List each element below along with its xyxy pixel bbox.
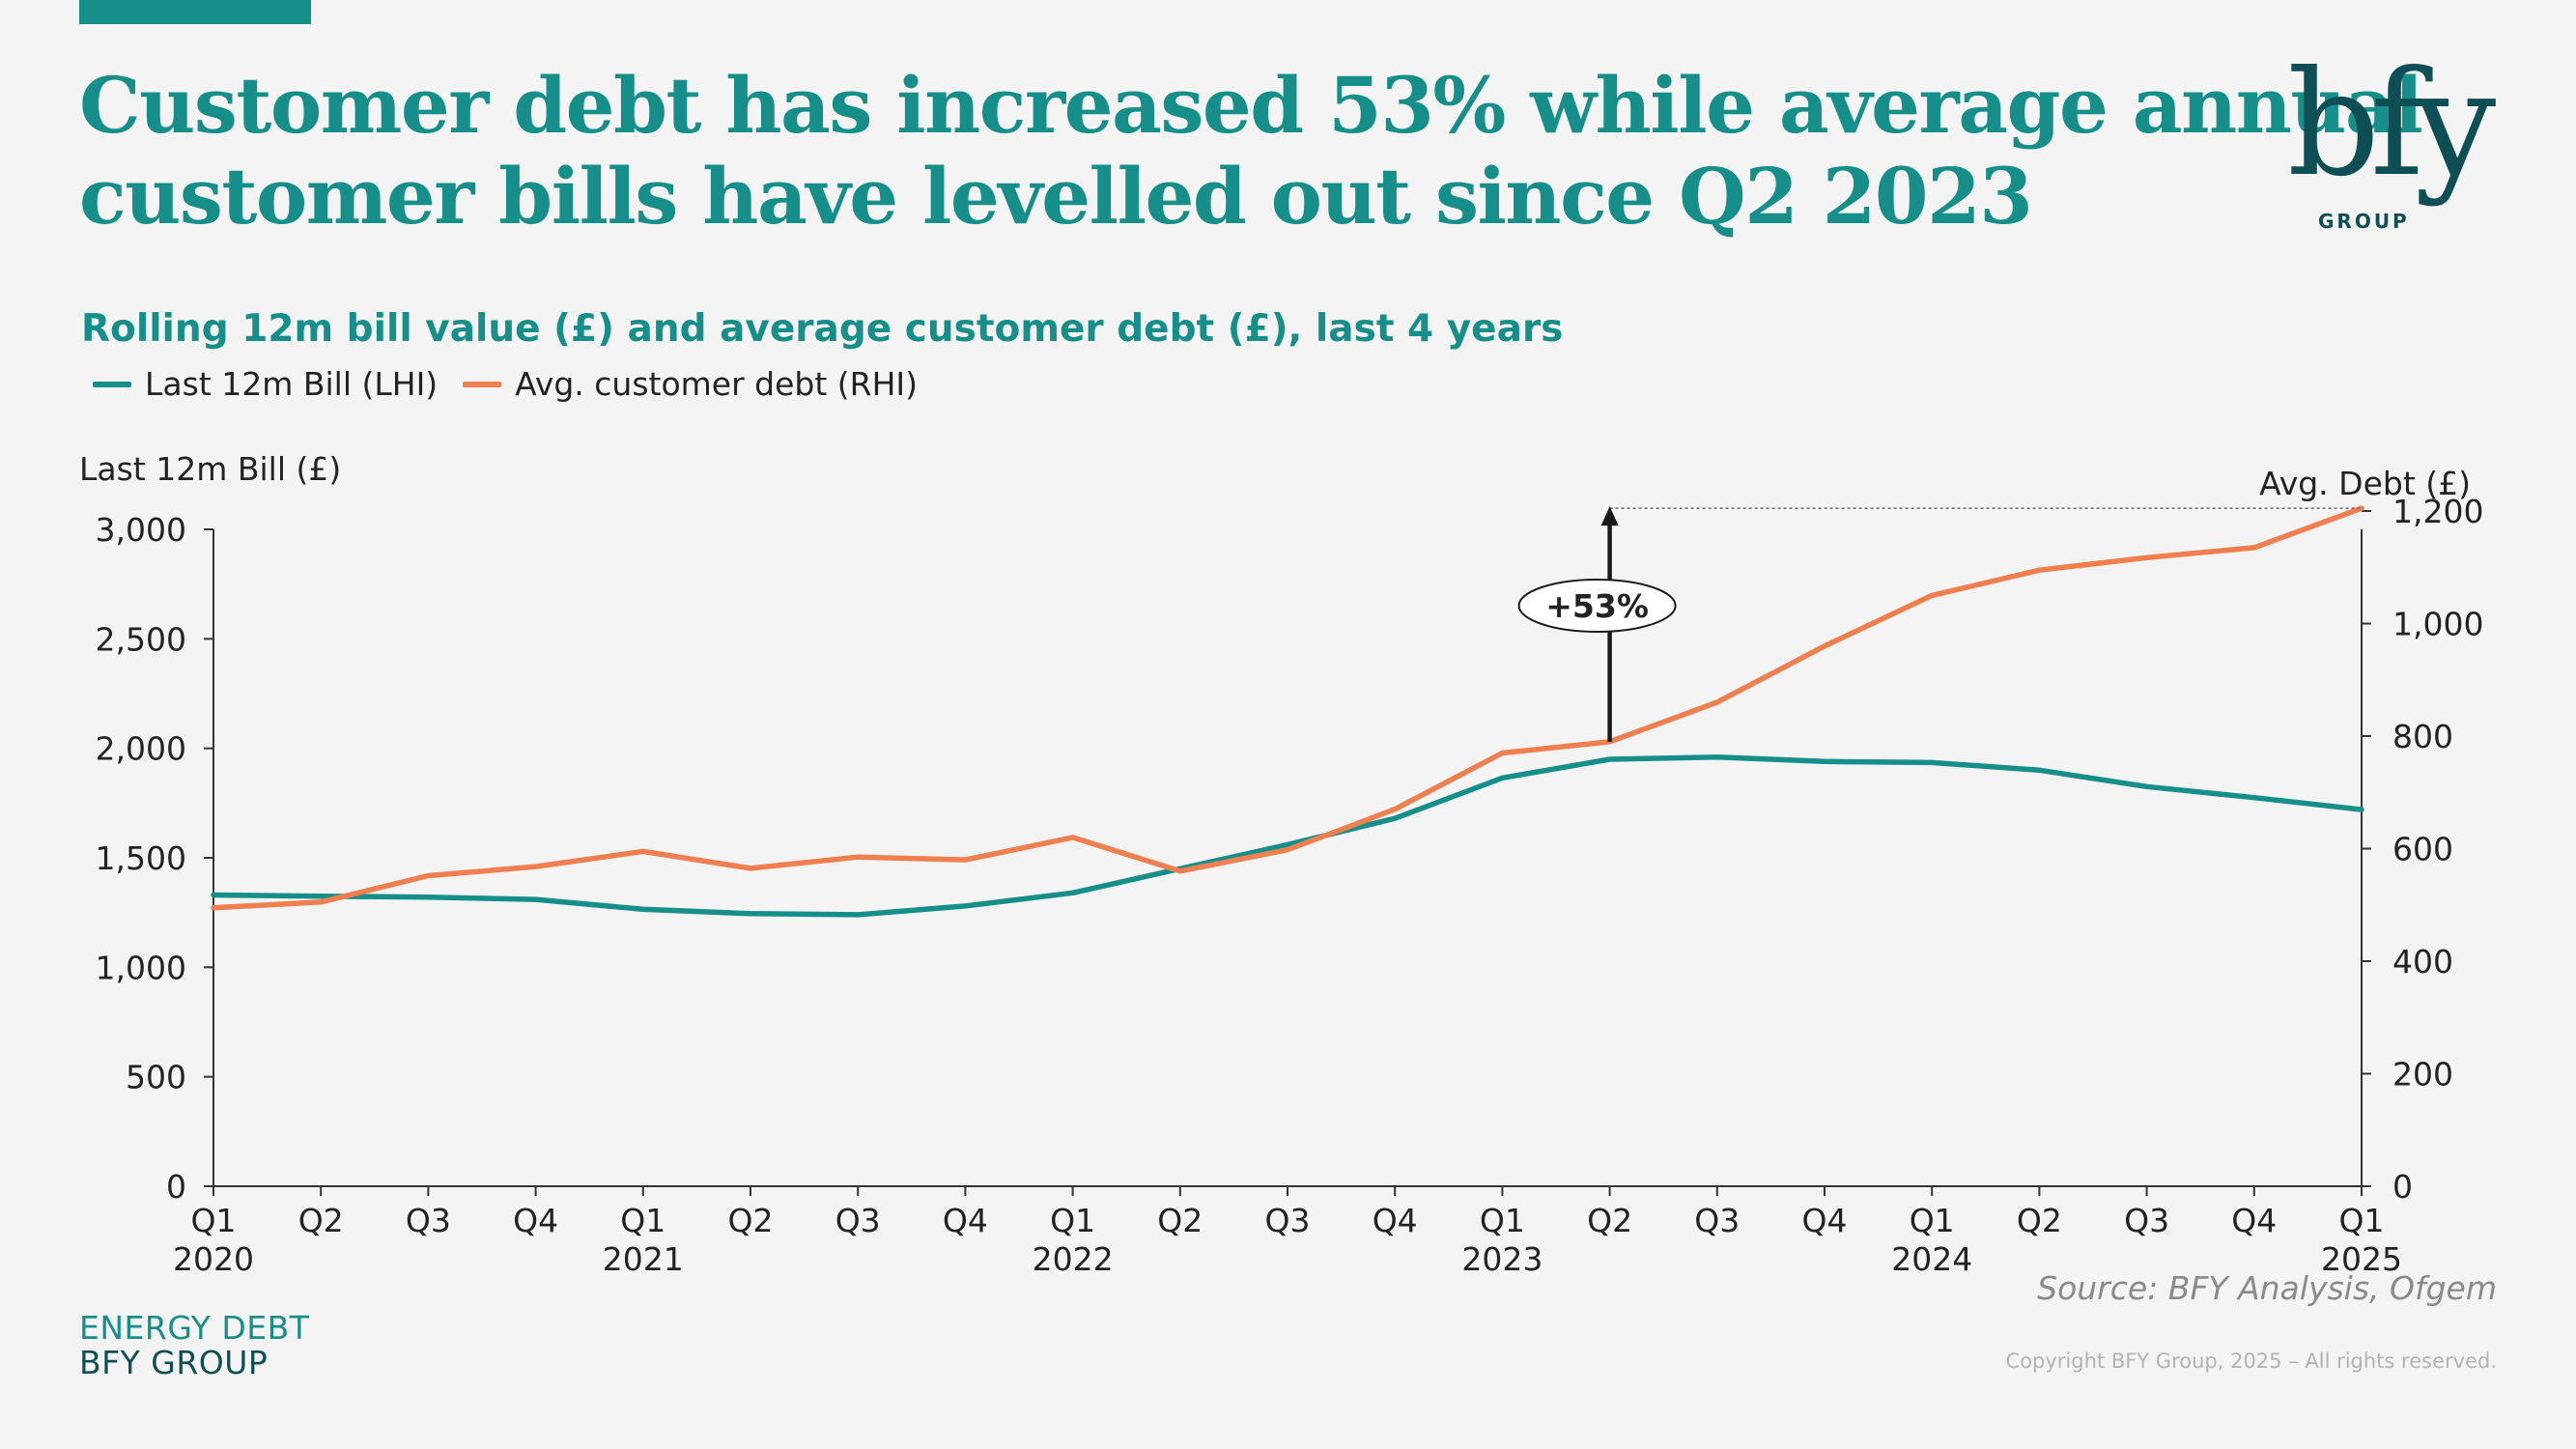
chart-legend: Last 12m Bill (LHI) Avg. customer debt (… <box>93 365 943 403</box>
x-axis-quarter-label: Q4 <box>513 1202 558 1239</box>
left-axis-title: Last 12m Bill (£) <box>79 450 341 488</box>
left-axis-tick-label: 2,500 <box>96 620 186 658</box>
x-axis-year-label: 2021 <box>603 1240 684 1278</box>
right-axis-tick-label: 1,200 <box>2392 493 2483 530</box>
x-axis-quarter-label: Q3 <box>835 1202 881 1239</box>
legend-label-debt: Avg. customer debt (RHI) <box>515 365 919 403</box>
x-axis-quarter-label: Q1 <box>2339 1202 2385 1239</box>
annotation-bubble <box>1517 578 1677 633</box>
x-axis-quarter-label: Q1 <box>1480 1202 1525 1239</box>
right-axis-tick-label: 600 <box>2392 831 2453 868</box>
x-axis-year-label: 2020 <box>173 1240 254 1278</box>
page-title-line-2: customer bills have levelled out since Q… <box>79 151 2033 242</box>
x-axis-quarter-label: Q2 <box>1157 1202 1203 1239</box>
legend-item-bill: Last 12m Bill (LHI) <box>93 365 438 403</box>
chart-annotation: +53% <box>1517 506 2362 742</box>
series-line-bill <box>211 753 2364 918</box>
x-axis-year-label: 2024 <box>1891 1240 1972 1278</box>
x-axis-quarter-label: Q4 <box>1373 1202 1418 1239</box>
footer-energy-debt: ENERGY DEBT <box>79 1309 310 1347</box>
chart-axes: 0 500 1,000 1,500 2,000 2,500 3,000 0 200 400 600 8… <box>96 493 2484 1278</box>
logo-mark: bfy <box>2289 58 2497 209</box>
right-axis-tick-label: 1,000 <box>2392 606 2483 643</box>
x-axis-quarter-label: Q4 <box>2231 1202 2277 1239</box>
page-title-line-1: Customer debt has increased 53% while av… <box>79 60 2423 151</box>
copyright-note: Copyright BFY Group, 2025 – All rights r… <box>2005 1350 2497 1373</box>
x-axis-quarter-label: Q3 <box>406 1202 451 1239</box>
left-axis-tick-label: 1,500 <box>96 839 186 877</box>
x-axis-quarter-label: Q3 <box>1694 1202 1740 1239</box>
legend-label-bill: Last 12m Bill (LHI) <box>145 365 439 403</box>
x-axis-quarter-label: Q1 <box>1910 1202 1955 1239</box>
x-axis-quarter-label: Q2 <box>298 1202 344 1239</box>
right-axis-tick-label: 400 <box>2392 943 2453 980</box>
chart-lines <box>211 505 2364 918</box>
left-axis-tick-label: 0 <box>166 1168 186 1206</box>
left-axis-tick-label: 2,000 <box>96 730 186 768</box>
footer-bfy-group: BFY GROUP <box>79 1344 269 1381</box>
series-line-debt <box>211 505 2364 911</box>
right-axis-title: Avg. Debt (£) <box>2259 465 2471 502</box>
x-axis-quarter-label: Q2 <box>728 1202 774 1239</box>
x-axis-quarter-label: Q1 <box>620 1202 665 1239</box>
x-axis-quarter-label: Q4 <box>943 1202 988 1239</box>
legend-swatch-bill <box>93 381 131 387</box>
annotation-label: +53% <box>1545 587 1649 625</box>
annotation-arrow-head <box>1600 506 1619 526</box>
x-axis-quarter-label: Q4 <box>1802 1202 1848 1239</box>
chart-subtitle: Rolling 12m bill value (£) and average c… <box>81 307 1564 351</box>
x-axis-quarter-label: Q2 <box>1587 1202 1632 1239</box>
x-axis-quarter-label: Q3 <box>2124 1202 2169 1239</box>
left-axis-tick-label: 3,000 <box>96 511 186 549</box>
x-axis-quarter-label: Q1 <box>1050 1202 1095 1239</box>
x-axis-year-label: 2025 <box>2321 1240 2402 1278</box>
x-axis-quarter-label: Q1 <box>191 1202 237 1239</box>
x-axis-quarter-label: Q2 <box>2017 1202 2062 1239</box>
x-axis-year-label: 2023 <box>1461 1240 1543 1278</box>
x-axis-quarter-label: Q3 <box>1265 1202 1311 1239</box>
right-axis-tick-label: 0 <box>2392 1168 2413 1206</box>
left-axis-tick-label: 1,000 <box>96 949 186 986</box>
left-axis-tick-label: 500 <box>126 1059 186 1096</box>
legend-swatch-debt <box>463 381 502 387</box>
logo-label: GROUP <box>2318 210 2410 233</box>
right-axis-tick-label: 800 <box>2392 718 2453 755</box>
x-axis-year-label: 2022 <box>1033 1240 1114 1278</box>
right-axis-tick-label: 200 <box>2392 1056 2453 1094</box>
source-note: Source: BFY Analysis, Ofgem <box>2037 1269 2497 1307</box>
accent-bar <box>79 0 311 24</box>
legend-item-debt: Avg. customer debt (RHI) <box>463 365 918 403</box>
bfy-group-logo: bfy GROUP <box>2289 58 2506 233</box>
page-title: Customer debt has increased 53% while av… <box>79 60 2423 242</box>
